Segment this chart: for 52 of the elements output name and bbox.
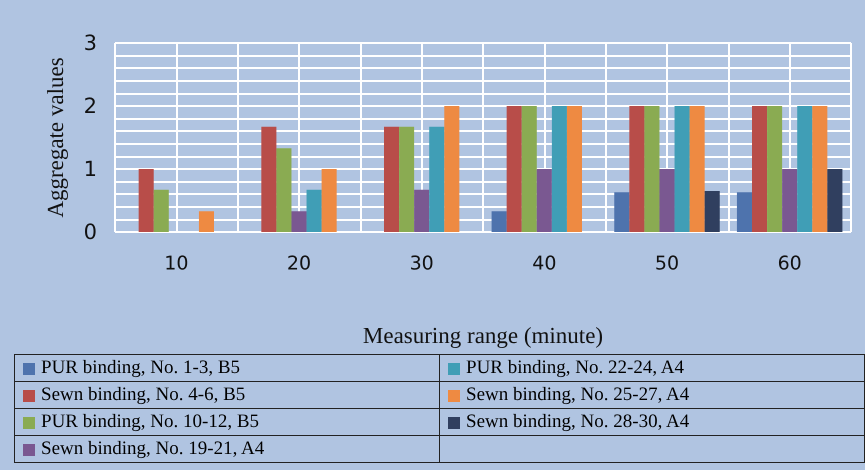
y-tick-label: 3 — [84, 31, 97, 55]
bar — [444, 106, 460, 232]
bar — [827, 169, 842, 232]
bar — [522, 106, 537, 232]
x-tick-label: 50 — [654, 252, 680, 274]
y-tick-label: 2 — [84, 94, 97, 118]
bar — [322, 169, 337, 232]
bar — [414, 190, 430, 232]
x-axis-title: Measuring range (minute) — [362, 323, 604, 348]
bar — [704, 191, 720, 232]
bar — [782, 169, 798, 232]
bar — [506, 106, 522, 232]
bar — [552, 106, 567, 232]
bar — [399, 126, 414, 232]
bar — [812, 106, 828, 232]
bar — [659, 169, 675, 232]
legend-label: PUR binding, No. 10-12, B5 — [41, 411, 259, 432]
bar — [736, 192, 752, 232]
legend-label: PUR binding, No. 22-24, A4 — [466, 357, 684, 378]
x-tick-label: 40 — [532, 252, 556, 274]
bar — [566, 106, 582, 232]
bar — [261, 126, 276, 232]
bar — [291, 211, 307, 232]
legend-label: Sewn binding, No. 4-6, B5 — [41, 384, 246, 405]
y-axis-title: Aggregate values — [43, 57, 68, 218]
bar — [797, 106, 812, 232]
y-tick-label: 0 — [84, 220, 97, 244]
bar — [674, 106, 690, 232]
bar — [767, 106, 782, 232]
legend-label: Sewn binding, No. 28-30, A4 — [466, 411, 690, 432]
bar — [429, 126, 444, 232]
legend-label: Sewn binding, No. 25-27, A4 — [466, 384, 690, 405]
bar — [614, 192, 630, 232]
bar — [690, 106, 705, 232]
x-tick-label: 60 — [778, 252, 802, 274]
bar — [492, 211, 507, 232]
bar — [536, 169, 552, 232]
bar — [306, 190, 322, 232]
x-tick-label: 20 — [286, 252, 312, 274]
y-tick-label: 1 — [84, 157, 97, 181]
bar — [644, 106, 660, 232]
bar — [752, 106, 768, 232]
bar — [629, 106, 644, 232]
bar — [384, 126, 400, 232]
legend-label: Sewn binding, No. 19-21, A4 — [41, 438, 264, 459]
bar — [154, 190, 169, 232]
legend-label: PUR binding, No. 1-3, B5 — [41, 357, 240, 378]
bar — [276, 148, 292, 232]
x-tick-label: 10 — [164, 252, 188, 274]
bar — [198, 211, 214, 232]
bar — [138, 169, 154, 232]
x-tick-label: 30 — [410, 252, 434, 274]
